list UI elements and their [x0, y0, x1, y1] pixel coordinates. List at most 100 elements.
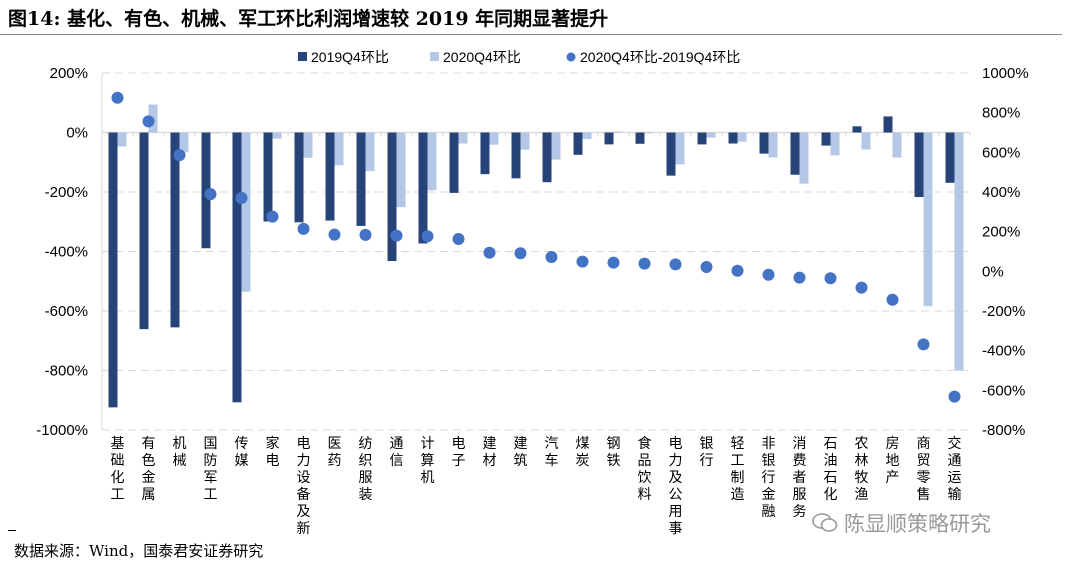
category-label: 食品饮料: [638, 435, 652, 503]
bar-2019q4: [232, 132, 242, 403]
dot-difference: [328, 228, 341, 241]
bar-2020q4: [334, 132, 344, 166]
category-label: 传媒: [235, 436, 249, 469]
dot-difference: [266, 210, 279, 223]
category-label: 国防军工: [204, 436, 218, 503]
bar-2020q4: [241, 132, 251, 292]
dot-difference: [762, 268, 775, 281]
dot-difference: [483, 246, 496, 259]
bar-2020q4: [458, 132, 468, 144]
bar-2019q4: [635, 132, 645, 144]
right-axis-tick: -400%: [982, 343, 1025, 360]
dot-difference: [824, 272, 837, 285]
category-label: 家电: [266, 435, 280, 469]
category-label: 基础化工: [111, 435, 125, 503]
category-label: 电子: [452, 436, 466, 469]
bar-2019q4: [542, 132, 552, 183]
left-axis-tick: 200%: [50, 65, 88, 82]
bar-2019q4: [356, 132, 366, 226]
bar-2020q4: [923, 132, 933, 307]
bar-2020q4: [644, 132, 654, 134]
right-axis-tick: 200%: [982, 224, 1020, 241]
dot-difference: [514, 247, 527, 260]
dot-difference: [576, 255, 589, 268]
dot-difference: [607, 256, 620, 269]
category-label: 轻工制造: [731, 436, 745, 503]
right-axis-tick: 400%: [982, 184, 1020, 201]
bar-2020q4: [582, 132, 592, 140]
bar-2019q4: [945, 132, 955, 183]
bar-2020q4: [117, 132, 127, 147]
left-axis-tick: -600%: [45, 303, 88, 320]
category-label: 电力设备及新: [297, 436, 311, 537]
dot-difference: [545, 251, 558, 264]
bar-2019q4: [666, 132, 676, 176]
dot-difference: [700, 260, 713, 273]
category-label: 有色金属: [142, 436, 156, 503]
category-label: 农林牧渔: [855, 436, 869, 503]
right-axis-tick: 0%: [982, 263, 1004, 280]
watermark: 陈显顺策略研究: [812, 508, 991, 538]
category-label: 电力及公用事: [669, 436, 683, 537]
dot-difference: [204, 188, 217, 201]
bar-2019q4: [170, 132, 180, 328]
category-label: 医药: [328, 436, 342, 469]
title-divider: [0, 34, 1062, 35]
category-label: 煤炭: [576, 436, 590, 469]
legend-swatch-difference: [566, 52, 576, 62]
dot-difference: [731, 264, 744, 277]
dot-difference: [142, 115, 155, 128]
category-label: 银行: [700, 436, 714, 469]
bar-2020q4: [520, 132, 530, 150]
watermark-text: 陈显顺策略研究: [844, 512, 991, 536]
legend-label-2020q4: 2020Q4环比: [443, 49, 521, 65]
dot-difference: [638, 257, 651, 270]
category-label: 建材: [483, 436, 497, 469]
bar-2019q4: [573, 132, 583, 155]
legend-swatch-2020q4: [430, 52, 439, 61]
bar-2019q4: [883, 116, 893, 133]
right-axis-tick: -600%: [982, 382, 1025, 399]
right-axis-tick: -200%: [982, 303, 1025, 320]
left-axis-tick: -800%: [45, 363, 88, 380]
dot-difference: [359, 228, 372, 241]
bar-2019q4: [139, 132, 149, 330]
dot-difference: [886, 293, 899, 306]
bar-2019q4: [480, 132, 490, 175]
bar-2020q4: [551, 132, 561, 160]
bar-2019q4: [108, 132, 118, 408]
bar-2020q4: [613, 131, 623, 133]
bar-2020q4: [799, 132, 809, 184]
bar-2020q4: [396, 132, 406, 208]
legend-label-2019q4: 2019Q4环比: [311, 49, 389, 65]
left-axis-tick: -400%: [45, 244, 88, 261]
bar-2019q4: [852, 126, 862, 133]
bar-2019q4: [387, 132, 397, 262]
legend-swatch-2019q4: [298, 52, 307, 61]
dot-difference: [855, 281, 868, 294]
bar-2019q4: [325, 132, 335, 221]
dot-difference: [452, 233, 465, 246]
bar-2020q4: [303, 132, 313, 158]
bar-2020q4: [210, 132, 220, 134]
bar-2019q4: [697, 132, 707, 145]
bar-2019q4: [604, 132, 614, 145]
legend-label-difference: 2020Q4环比-2019Q4环比: [580, 49, 740, 65]
bar-2019q4: [418, 132, 428, 244]
dot-difference: [948, 390, 961, 403]
dot-difference: [111, 91, 124, 104]
dot-difference: [669, 258, 682, 271]
right-axis-tick: 600%: [982, 144, 1020, 161]
category-label: 通信: [390, 436, 404, 469]
dot-difference: [390, 229, 403, 242]
dot-difference: [793, 271, 806, 284]
bar-2020q4: [706, 132, 716, 138]
bar-2020q4: [489, 132, 499, 145]
bar-2020q4: [365, 132, 375, 172]
category-label: 计算机: [421, 436, 435, 486]
dot-difference: [235, 191, 248, 204]
left-axis-tick: -200%: [45, 184, 88, 201]
bar-2019q4: [821, 132, 831, 146]
bar-2019q4: [759, 132, 769, 154]
category-label: 商贸零售: [917, 436, 931, 503]
